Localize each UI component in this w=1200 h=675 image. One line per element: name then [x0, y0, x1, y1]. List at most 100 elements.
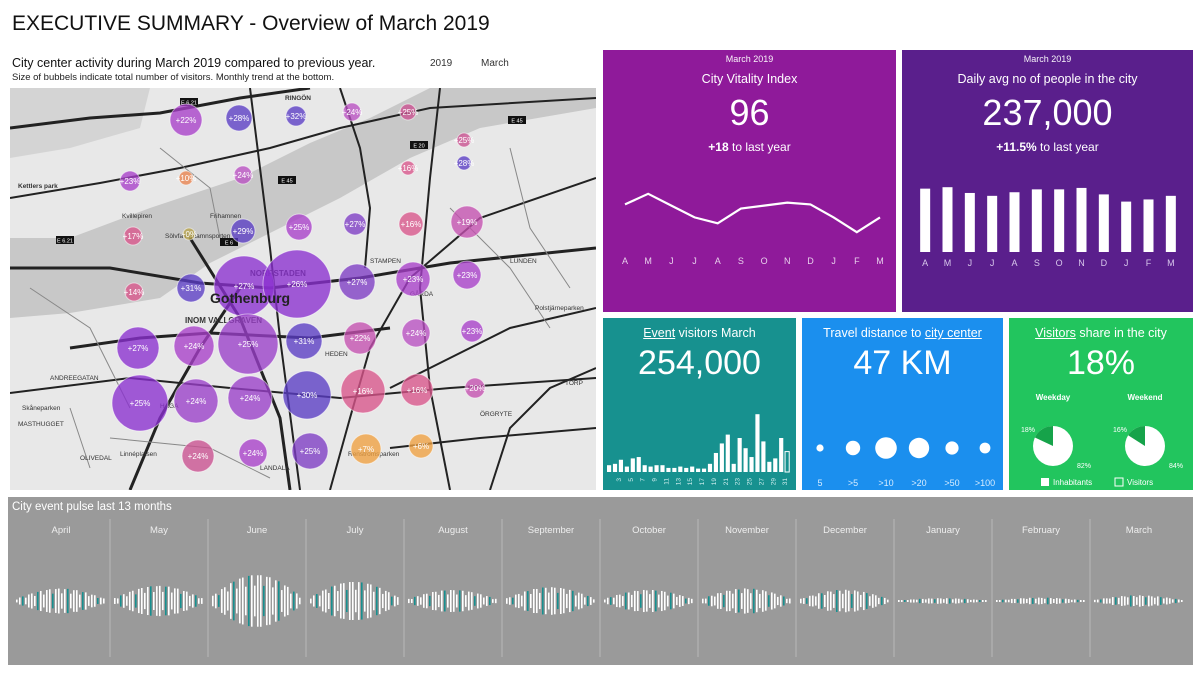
map-bubble[interactable]: +16% [398, 160, 419, 176]
pulse-bar [40, 590, 42, 612]
events-link[interactable]: Event [643, 326, 676, 340]
map-bubble[interactable]: +16% [398, 211, 424, 237]
map-bubble[interactable]: +27% [116, 326, 160, 370]
pulse-bar [702, 598, 704, 604]
map-bubble-label: +24% [406, 329, 427, 338]
map-bubble[interactable]: +28% [454, 155, 475, 171]
map-bubble[interactable]: +31% [285, 322, 323, 360]
map-bubble[interactable]: +24% [227, 375, 273, 421]
people-tile[interactable]: March 2019 Daily avg no of people in the… [902, 50, 1193, 312]
map-bubble[interactable]: +24% [238, 438, 268, 468]
map-bubble[interactable]: +24% [181, 439, 215, 473]
pulse-bar [266, 576, 268, 626]
vitality-tile[interactable]: March 2019 City Vitality Index 96 +18 to… [603, 50, 896, 312]
map-place-label: OLIVEDAL [80, 455, 112, 462]
map-bubble[interactable]: +7% [350, 433, 382, 465]
travel-tick-label: >5 [848, 478, 858, 488]
map-bubble[interactable]: +25% [454, 132, 475, 148]
map-bubble[interactable]: +6% [408, 433, 434, 459]
map-bubble[interactable]: +24% [173, 378, 219, 424]
map-bubble[interactable]: +22% [169, 103, 203, 137]
map-bubble[interactable]: +16% [400, 373, 434, 407]
vitality-tick-label: N [784, 256, 791, 266]
map-bubble[interactable]: +28% [225, 104, 253, 132]
pulse-bar [786, 598, 788, 604]
map-bubble[interactable]: +25% [398, 103, 419, 121]
map-bubble[interactable]: +19% [450, 205, 484, 239]
event-tick-label: 9 [652, 478, 659, 482]
pulse-bar [391, 596, 393, 606]
map-bubble[interactable]: +24% [342, 102, 363, 122]
map-road [489, 367, 596, 490]
events-tile[interactable]: Event visitors March 254,000 3 5 7 9 11 13 15 1… [603, 318, 796, 490]
pulse-bar [132, 590, 134, 612]
map-bubble[interactable]: +17% [123, 226, 144, 246]
map-bubble[interactable]: +22% [343, 321, 377, 355]
map-bubble[interactable]: +23% [460, 319, 484, 343]
map-bubble[interactable]: +27% [343, 212, 367, 236]
pulse-bar [830, 591, 832, 611]
pulse-month-label: September [528, 525, 574, 536]
map-bubble[interactable]: +20% [464, 377, 486, 399]
year-filter[interactable]: 2019 [430, 58, 453, 69]
map-bubble[interactable]: +29% [230, 218, 256, 244]
pulse-bar [744, 588, 746, 614]
map-bubble[interactable]: +0% [181, 227, 197, 241]
map-place-label: INOM VALLGRAVEN [185, 316, 262, 325]
map-bubble[interactable]: +23% [452, 260, 482, 290]
map-bubble[interactable]: +24% [233, 165, 254, 185]
pulse-bar [783, 596, 785, 606]
visitors-link[interactable]: Visitors [1035, 326, 1076, 340]
map-minor-road [159, 147, 221, 239]
park-area [10, 88, 150, 158]
map-bubble[interactable]: +16% [340, 368, 386, 414]
pulse-bar [76, 590, 78, 612]
legend-inhabitants-swatch [1041, 478, 1049, 486]
travel-link[interactable]: city center [924, 326, 982, 340]
pulse-bar [322, 590, 324, 612]
pulse-bar [673, 593, 675, 609]
map-bubble[interactable]: +30% [282, 370, 332, 420]
map-bubble[interactable]: +25% [111, 374, 169, 432]
map-bubble[interactable]: +25% [285, 213, 313, 241]
map-bubble[interactable]: +26% [262, 249, 332, 319]
map-bubble[interactable]: +27% [338, 263, 376, 301]
map-bubble[interactable]: +25% [217, 313, 279, 375]
vitality-period: March 2019 [725, 54, 774, 64]
pulse-bar [263, 585, 265, 617]
pulse-bar [1181, 600, 1183, 602]
pulse-bar [622, 596, 624, 606]
map-bubble[interactable]: +25% [291, 432, 329, 470]
pulse-bar [667, 595, 669, 607]
map-bubble[interactable]: +24% [173, 325, 215, 367]
map-bubble[interactable]: +23% [395, 261, 431, 297]
pulse-bar [257, 575, 259, 627]
map-place-label: TORP [565, 380, 583, 387]
event-bar [743, 448, 748, 472]
map-bubble[interactable]: +31% [176, 273, 206, 303]
city-map[interactable]: RINGÖN Kettlers park Frihamnen Sölvfa Friha… [10, 88, 596, 490]
map-bubble[interactable]: +23% [119, 170, 141, 192]
map-place-label: MASTHUGGET [18, 421, 64, 428]
map-bubble[interactable]: +10% [176, 170, 197, 186]
event-bar [642, 465, 647, 472]
map-bubble[interactable]: +14% [124, 282, 145, 302]
pulse-bar [55, 589, 57, 613]
pulse-bar [1160, 597, 1162, 605]
pulse-month-label: April [51, 525, 70, 536]
travel-tile[interactable]: Travel distance to city center 47 KM 5 >5… [802, 318, 1003, 490]
visitors-tile[interactable]: Visitors share in the city 18% Weekday 18… [1009, 318, 1193, 490]
map-canvas[interactable]: RINGÖN Kettlers park Frihamnen Sölvfa Friha… [10, 88, 596, 490]
map-bubble[interactable]: +24% [401, 318, 431, 348]
map-bubble-label: +6% [413, 442, 429, 451]
pulse-bar [1077, 599, 1079, 603]
pulse-bar [898, 600, 900, 602]
vitality-tick-label: S [738, 256, 744, 266]
map-bubble[interactable]: +32% [285, 105, 307, 127]
map-bubble-label: +27% [128, 344, 149, 353]
month-filter[interactable]: March [481, 58, 509, 69]
map-bubble-circle [452, 260, 482, 290]
pulse-bar [334, 585, 336, 617]
pulse-bar [474, 596, 476, 606]
